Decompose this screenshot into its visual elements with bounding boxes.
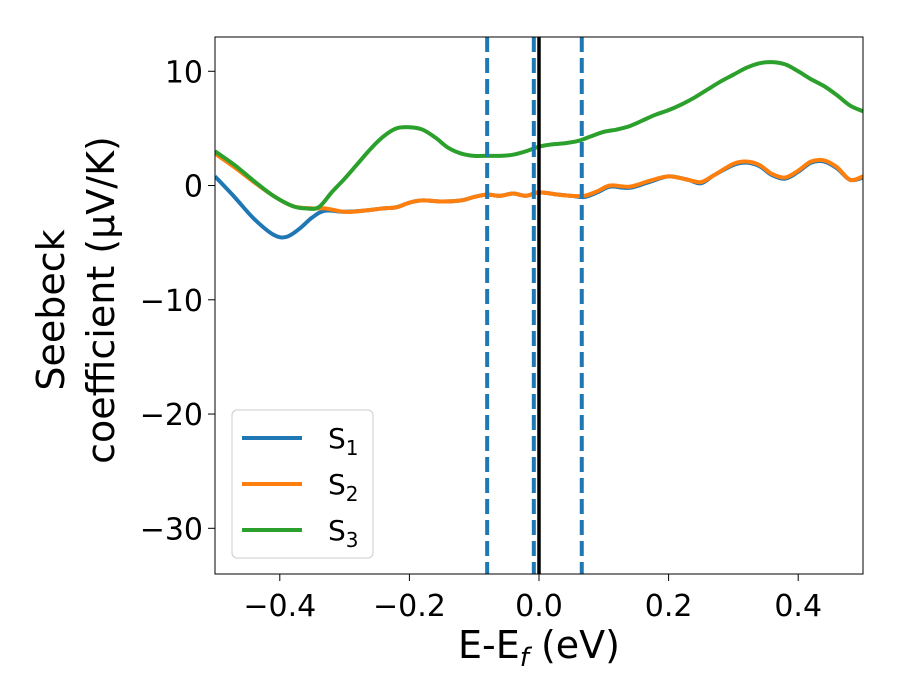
x-tick-label: 0.0 [515,589,563,624]
x-axis-title-main: E-E [458,623,520,667]
y-axis-title-line2: coefficient (μV/K) [79,136,123,464]
y-tick-label: −30 [140,512,203,547]
series-layer [215,60,863,240]
y-tick-label: 10 [165,55,203,90]
y-axis-title-line1: Seebeck [29,229,73,390]
legend-label-s1: S1 [328,422,359,460]
reference-lines-layer [485,37,584,574]
x-tick-label: 0.4 [774,589,822,624]
series-line-s3 [215,60,863,211]
legend-box [231,409,374,559]
legend-label-main: S [328,422,346,455]
legend-label-s3: S3 [328,514,359,552]
x-axis-title-unit: (eV) [529,623,620,667]
y-tick-label: −10 [140,284,203,319]
x-tick-label: 0.2 [645,589,693,624]
legend-label-main: S [328,468,346,501]
x-axis-title: E-Ef (eV) [458,623,620,673]
legend-label-s2: S2 [328,468,359,506]
legend-label-sub: 3 [346,528,359,552]
legend-label-sub: 2 [346,482,359,506]
legend-label-main: S [328,514,346,547]
y-tick-label: −20 [140,398,203,433]
x-tick-label: −0.2 [373,589,446,624]
legend-label-sub: 1 [346,436,359,460]
series-line-s2 [215,151,863,214]
x-tick-label: −0.4 [243,589,316,624]
x-axis-ticks: −0.4 −0.2 0.0 0.2 0.4 [243,574,822,624]
y-tick-label: 0 [184,170,203,205]
y-axis-ticks: 10 0 −10 −20 −30 [140,55,215,547]
